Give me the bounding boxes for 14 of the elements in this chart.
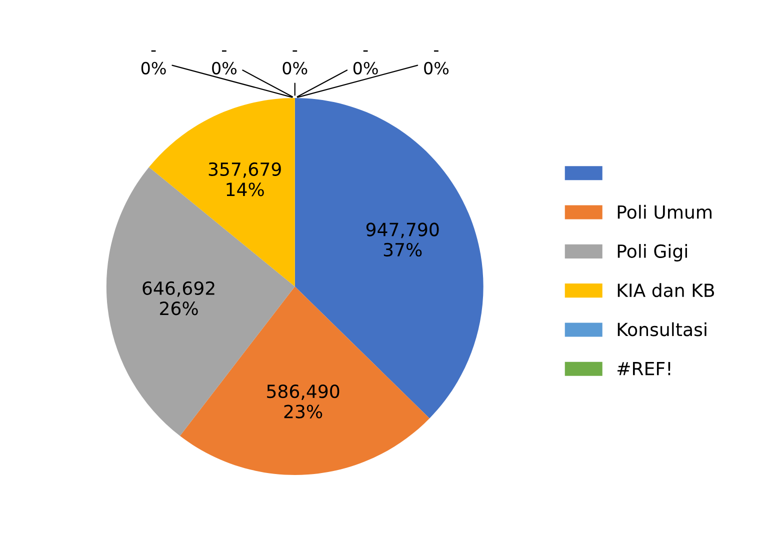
legend-label: Poli Umum	[618, 204, 712, 219]
legend-label: Konsultasi	[618, 322, 706, 336]
legend-label: #REF!	[618, 362, 670, 376]
data-label: 646,692 26%	[142, 281, 214, 316]
text: - 0%	[353, 50, 378, 74]
text: - 0%	[424, 50, 449, 74]
text: - 0%	[212, 50, 237, 74]
data-label: 586,490 23%	[267, 384, 340, 418]
text: - 0%	[141, 50, 166, 74]
legend-label: Poli Gigi	[618, 244, 687, 262]
text: - 0%	[282, 50, 308, 74]
data-label: 357,679 14%	[208, 162, 281, 196]
data-label: 947,790 37%	[366, 222, 439, 257]
legend-label: KIA dan KB	[618, 283, 714, 298]
